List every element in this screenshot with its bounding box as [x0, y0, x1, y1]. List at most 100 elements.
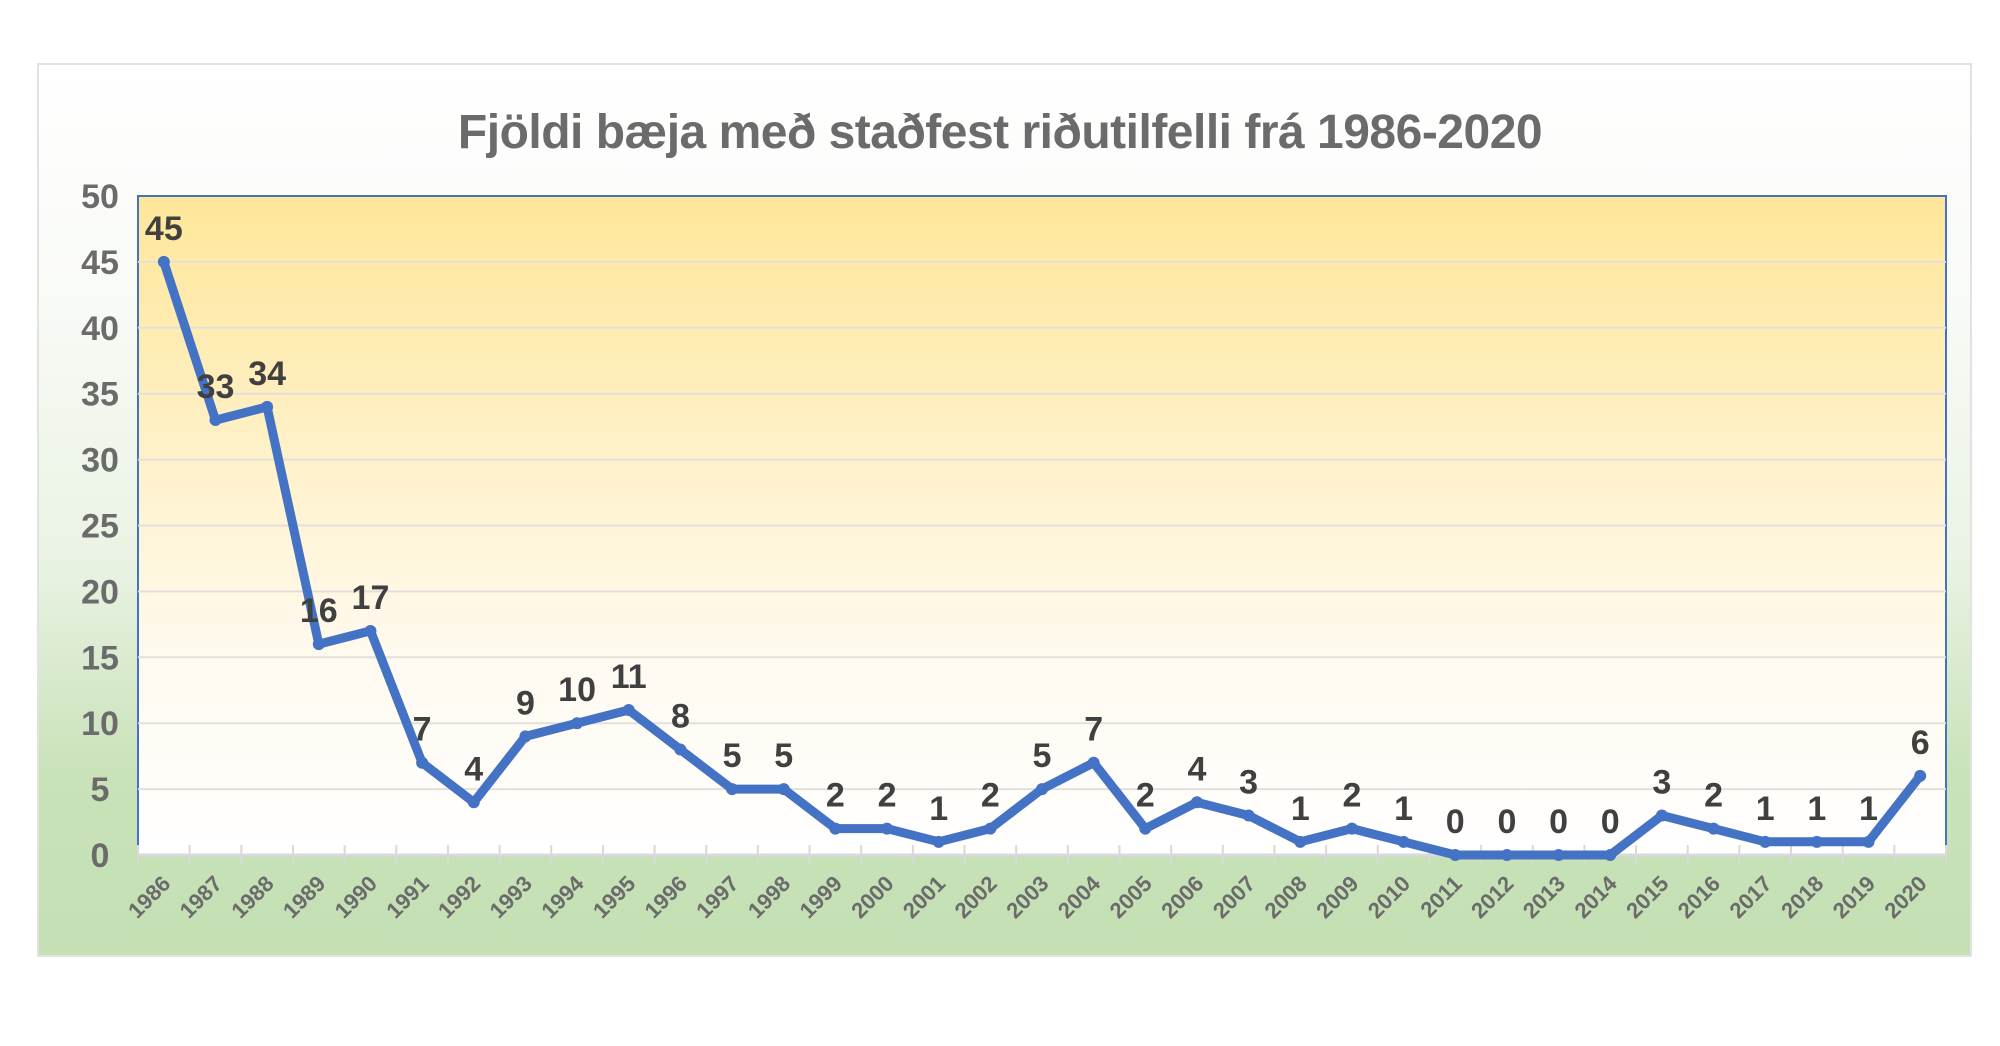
- data-point: [261, 400, 274, 413]
- data-point: [519, 730, 532, 743]
- x-tick-label: 1992: [433, 871, 485, 923]
- data-label: 2: [1704, 777, 1723, 815]
- data-label: 0: [1549, 803, 1568, 841]
- x-tick-label: 2008: [1260, 871, 1312, 923]
- data-label: 34: [248, 355, 286, 393]
- data-label: 8: [671, 698, 690, 736]
- x-tick-label: 2005: [1105, 871, 1157, 923]
- x-tick-label: 1989: [278, 871, 330, 923]
- x-tick-label: 2003: [1001, 871, 1053, 923]
- x-axis: 1986 1987 1988 1989 1990 1991 1992 1993 1994 1995…: [123, 845, 1947, 923]
- x-tick-label: 2018: [1776, 871, 1828, 923]
- data-label: 0: [1601, 803, 1620, 841]
- data-label: 17: [352, 579, 390, 617]
- data-point: [467, 796, 480, 809]
- data-point: [364, 624, 377, 637]
- data-label: 1: [929, 790, 948, 828]
- data-point: [622, 704, 635, 717]
- data-point: [1604, 849, 1617, 861]
- data-label: 7: [1084, 711, 1103, 749]
- data-point: [1190, 796, 1203, 809]
- gridlines: [138, 260, 1946, 791]
- x-tick-label: 1999: [795, 871, 847, 923]
- data-label: 1: [1859, 790, 1878, 828]
- x-tick-label: 1994: [536, 870, 589, 923]
- data-label: 2: [1136, 777, 1155, 815]
- data-label: 3: [1239, 763, 1258, 801]
- data-label: 2: [981, 777, 1000, 815]
- data-point: [984, 822, 997, 835]
- data-point: [881, 822, 894, 835]
- data-label: 3: [1652, 763, 1671, 801]
- data-point: [1242, 809, 1255, 822]
- data-point: [209, 414, 222, 427]
- data-point: [1655, 809, 1668, 822]
- x-tick-label: 2017: [1724, 871, 1776, 923]
- data-label: 16: [300, 592, 338, 630]
- y-tick-label: 30: [81, 442, 119, 480]
- data-label: 5: [1033, 737, 1052, 775]
- x-tick-label: 2019: [1828, 871, 1880, 923]
- data-label: 4: [464, 750, 483, 788]
- data-label: 10: [558, 671, 596, 709]
- data-label: 0: [1497, 803, 1516, 841]
- x-tick-label: 1991: [381, 871, 433, 923]
- x-tick-label: 2013: [1518, 871, 1570, 923]
- data-point: [674, 743, 687, 756]
- data-point: [726, 783, 739, 796]
- data-point: [932, 835, 945, 848]
- data-point: [1087, 756, 1100, 769]
- data-label: 2: [878, 777, 897, 815]
- data-label: 11: [611, 658, 647, 696]
- data-point: [1500, 849, 1513, 861]
- data-point: [1294, 835, 1307, 848]
- data-point: [312, 638, 325, 651]
- x-tick-label: 1995: [588, 871, 640, 923]
- x-tick-label: 2014: [1569, 870, 1622, 923]
- x-tick-label: 1990: [330, 871, 382, 923]
- y-tick-label: 20: [81, 573, 119, 611]
- y-tick-label: 35: [81, 376, 119, 414]
- data-label: 0: [1446, 803, 1465, 841]
- x-tick-label: 2015: [1621, 871, 1673, 923]
- data-point: [1036, 783, 1048, 796]
- x-tick-label: 1997: [691, 871, 743, 923]
- chart-title: Fjöldi bæja með staðfest riðutilfelli fr…: [457, 106, 1543, 159]
- x-tick-label: 1988: [226, 871, 278, 923]
- data-markers: [157, 255, 1927, 861]
- y-tick-label: 45: [81, 244, 119, 282]
- data-label: 5: [723, 737, 742, 775]
- x-tick-label: 2006: [1156, 871, 1208, 923]
- y-tick-label: 10: [81, 705, 119, 743]
- x-tick-label: 2009: [1311, 871, 1363, 923]
- x-tick-label: 2007: [1208, 871, 1260, 923]
- x-tick-label: 1998: [743, 871, 795, 923]
- data-label: 2: [826, 777, 845, 815]
- data-label: 9: [516, 684, 535, 722]
- y-tick-label: 15: [81, 639, 119, 677]
- data-label: 1: [1756, 790, 1775, 828]
- data-point: [1139, 822, 1152, 835]
- x-tick-label: 2012: [1466, 871, 1518, 923]
- x-tick-label: 1987: [175, 871, 227, 923]
- x-tick-label: 2002: [950, 871, 1002, 923]
- y-tick-label: 5: [91, 771, 110, 809]
- data-label: 7: [413, 711, 432, 749]
- data-point: [571, 717, 584, 730]
- data-point: [1759, 835, 1772, 848]
- data-label: 1: [1291, 790, 1310, 828]
- y-tick-label: 25: [81, 508, 119, 546]
- x-tick-label: 2000: [846, 871, 898, 923]
- x-tick-label: 2001: [898, 871, 950, 923]
- data-point: [1552, 849, 1565, 861]
- data-label: 4: [1188, 750, 1207, 788]
- data-label: 6: [1911, 724, 1930, 762]
- data-point: [157, 255, 170, 268]
- data-point: [829, 822, 842, 835]
- data-label: 45: [145, 210, 183, 248]
- data-label: 5: [774, 737, 793, 775]
- x-tick-label: 1993: [485, 871, 537, 923]
- x-tick-label: 2004: [1053, 870, 1106, 923]
- data-label: 1: [1394, 790, 1413, 828]
